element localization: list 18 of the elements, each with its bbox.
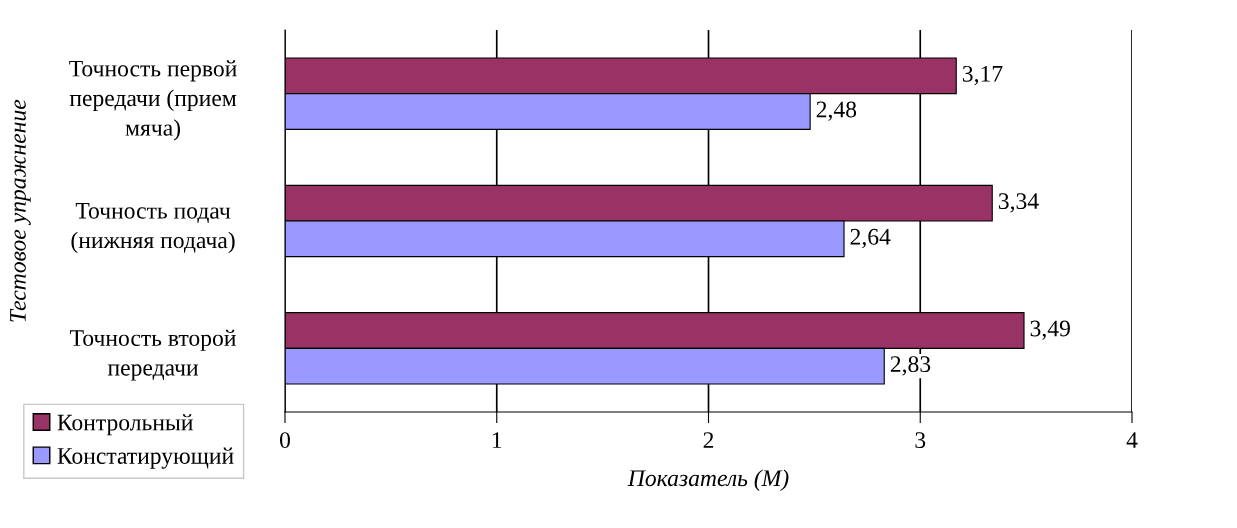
x-tick-label: 1 xyxy=(492,432,502,448)
y-tick-label: Точность второй передачи xyxy=(70,329,236,381)
x-tick-label: 4 xyxy=(1126,432,1138,448)
data-label: 3,34 xyxy=(998,193,1039,213)
x-tick-label: 2 xyxy=(703,432,714,448)
data-label: 2,48 xyxy=(816,101,857,121)
data-label: 3,49 xyxy=(1030,320,1070,340)
y-tick-label: Точность подач (нижняя подача) xyxy=(71,203,235,254)
x-axis-title: Показатель (М) xyxy=(627,469,789,491)
data-label: 2,83 xyxy=(890,356,931,376)
y-tick-label: Точность первой передачи (прием мяча) xyxy=(69,60,237,141)
y-axis-title: Тестовое упражнение xyxy=(10,99,31,322)
data-label: 2,64 xyxy=(850,228,891,249)
legend-label: Контрольный xyxy=(57,414,193,436)
data-label: 3,17 xyxy=(962,65,1003,86)
x-tick-label: 3 xyxy=(915,432,926,449)
legend-label: Констатирующий xyxy=(57,447,234,469)
x-tick-label: 0 xyxy=(280,432,290,449)
